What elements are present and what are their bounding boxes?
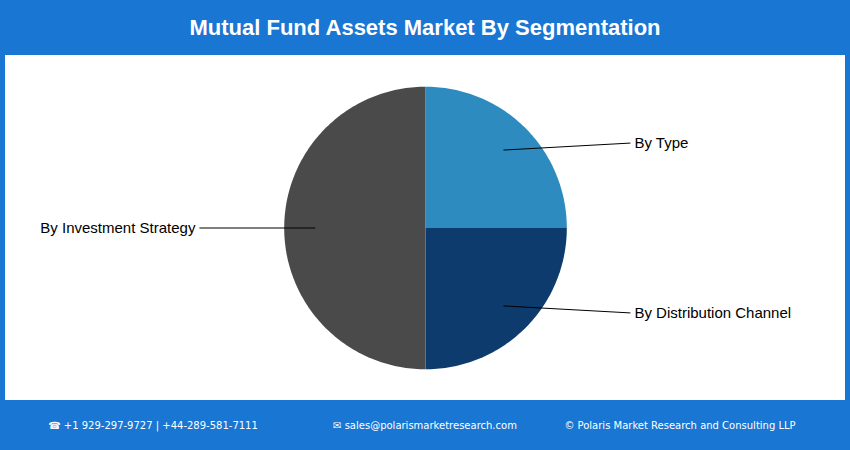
html-text:☎ +1 929-297-9727 | +44-289-58: ☎ +1 929-297-9727 | +44-289-581-7111 xyxy=(48,419,258,431)
html-text:✉ sales@polarismarketresearch.: ✉ sales@polarismarketresearch.com xyxy=(333,419,517,431)
svg-text:By Investment Strategy: By Investment Strategy xyxy=(40,219,196,236)
svg-text:By Type: By Type xyxy=(634,134,688,151)
html-text:Mutual Fund Assets Market By S: Mutual Fund Assets Market By Segmentatio… xyxy=(189,14,661,40)
html-text:© Polaris Market Research and: © Polaris Market Research and Consulting… xyxy=(564,419,796,431)
svg-text:By Distribution Channel: By Distribution Channel xyxy=(634,304,791,321)
